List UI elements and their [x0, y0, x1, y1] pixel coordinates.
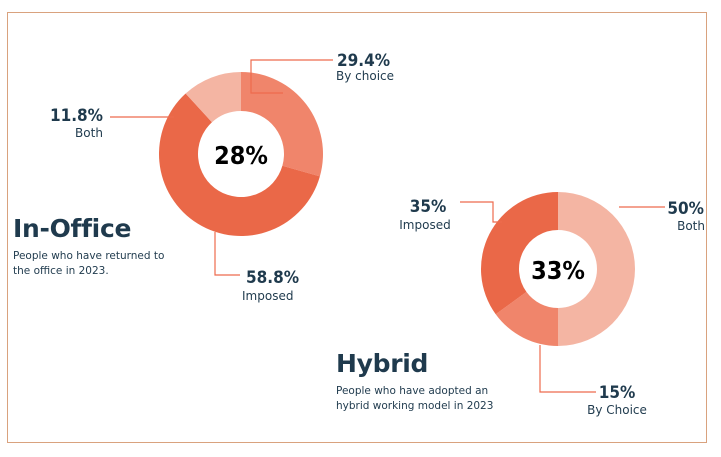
- leader-imposed-office: [214, 232, 240, 276]
- in-office-center-label: 28%: [214, 141, 268, 170]
- office-slice-by-choice: [241, 72, 323, 177]
- hybrid-slice-imposed-label: Imposed: [399, 218, 450, 232]
- hybrid-slice-by-choice: [495, 291, 558, 346]
- leader-by-choice-hybrid: [539, 345, 596, 393]
- in-office-title: In-Office: [13, 214, 132, 243]
- in-office-donut: [158, 72, 323, 237]
- hybrid-slice-both: [558, 192, 635, 346]
- leader-by-choice-office: [250, 59, 333, 94]
- hybrid-slice-imposed-value: 35%: [410, 197, 447, 217]
- hybrid-description: People who have adopted an hybrid workin…: [336, 385, 494, 412]
- office-slice-imposed-label: Imposed: [242, 289, 293, 303]
- office-slice-both-value: 11.8%: [50, 106, 103, 126]
- hybrid-slice-by-choice-label: By Choice: [587, 403, 647, 417]
- hybrid-title: Hybrid: [336, 349, 429, 378]
- office-slice-both: [185, 72, 241, 123]
- hybrid-slice-both-label: Both: [677, 219, 705, 233]
- hybrid-slice-by-choice-value: 15%: [599, 383, 636, 403]
- leader-imposed-hybrid: [460, 201, 502, 223]
- office-slice-by-choice-label: By choice: [336, 69, 394, 83]
- hybrid-center-label: 33%: [531, 256, 585, 285]
- in-office-description: People who have returned to the office i…: [13, 250, 165, 277]
- office-slice-imposed: [158, 93, 320, 237]
- office-slice-by-choice-value: 29.4%: [337, 51, 390, 71]
- office-slice-both-label: Both: [75, 126, 103, 140]
- hybrid-slice-both-value: 50%: [667, 199, 704, 219]
- office-slice-imposed-value: 58.8%: [246, 268, 299, 288]
